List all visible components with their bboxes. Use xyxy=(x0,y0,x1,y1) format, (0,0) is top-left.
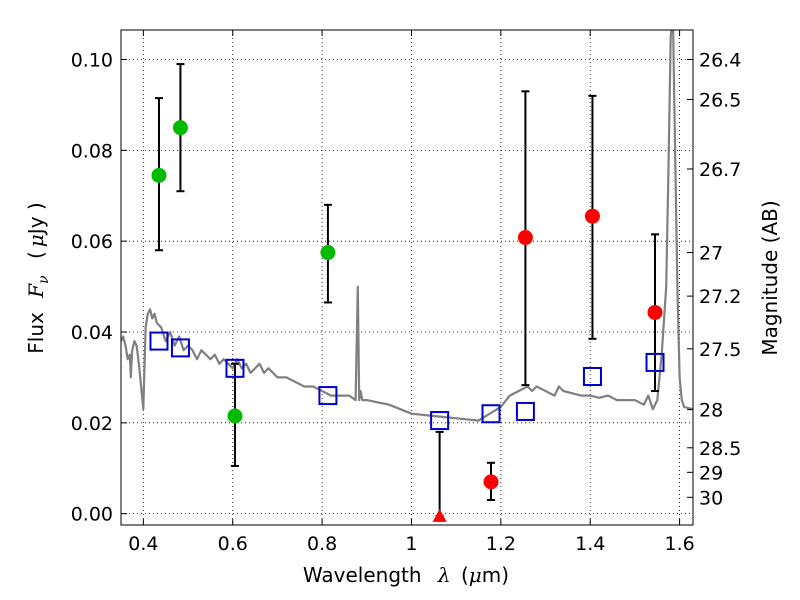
magnitude-tick-label: 30 xyxy=(699,487,723,509)
x-tick-label: 1.6 xyxy=(664,533,694,555)
x-axis-label-unit-mu: μ xyxy=(469,563,482,587)
y2-axis-label: Magnitude (AB) xyxy=(758,200,782,355)
data-point xyxy=(483,474,499,490)
y-tick-label: 0.06 xyxy=(71,231,113,253)
y-axis-label-symbol: F xyxy=(24,283,48,299)
axis-ticks: 0.4 0.6 0.8 1 1.2 1.4 1.6 0.00 0.02 0.04 0.06 0.08 0… xyxy=(71,30,741,555)
model-photometry-marker xyxy=(318,386,338,406)
y-axis-label-unit-rest: Jy ) xyxy=(24,202,48,236)
magnitude-tick-label: 28.5 xyxy=(699,438,741,460)
magnitude-tick-label: 27.5 xyxy=(699,339,741,361)
model-photometry-marker xyxy=(515,401,535,421)
y-tick-label: 0.00 xyxy=(71,504,113,526)
magnitude-tick-label: 29 xyxy=(699,462,723,484)
model-photometry-marker xyxy=(149,331,169,351)
y-tick-label: 0.10 xyxy=(71,50,113,72)
model-photometry-marker xyxy=(645,352,665,372)
y-axis-label-unit-mu: μ xyxy=(24,234,48,247)
data-point xyxy=(151,167,167,183)
model-photometry-marker xyxy=(481,404,501,424)
data-point xyxy=(227,408,243,424)
magnitude-tick-label: 27 xyxy=(699,243,723,265)
magnitude-tick-label: 26.7 xyxy=(699,159,741,181)
magnitude-tick-label: 28 xyxy=(699,400,723,422)
x-tick-label: 1 xyxy=(405,533,417,555)
markers-layer xyxy=(149,120,665,522)
x-tick-label: 1.4 xyxy=(575,533,605,555)
x-tick-label: 0.8 xyxy=(307,533,337,555)
grid xyxy=(121,30,693,525)
y-axis-label-unit-open: ( xyxy=(24,251,48,259)
model-photometry-marker xyxy=(582,367,602,386)
model-photometry-marker xyxy=(430,411,450,431)
y-axis-label-text: Flux xyxy=(24,312,48,354)
data-point xyxy=(320,245,336,261)
model-photometry-marker xyxy=(225,358,245,378)
model-spectrum-layer xyxy=(121,30,693,422)
data-point xyxy=(172,120,188,136)
magnitude-tick-label: 26.5 xyxy=(699,89,741,111)
model-photometry-marker xyxy=(170,338,190,358)
plot-frame xyxy=(120,29,694,526)
magnitude-tick-label: 27.2 xyxy=(699,286,741,308)
x-axis-label: Wavelength λ (μm) xyxy=(303,563,509,587)
x-axis-label-text: Wavelength xyxy=(303,563,422,587)
data-point xyxy=(647,304,663,320)
x-tick-label: 0.6 xyxy=(218,533,248,555)
data-point xyxy=(584,208,600,224)
y-tick-label: 0.08 xyxy=(71,140,113,162)
x-tick-label: 1.2 xyxy=(486,533,516,555)
error-bars-layer xyxy=(154,63,660,517)
x-axis-label-unit-rest: m) xyxy=(482,563,509,587)
model-spectrum-line xyxy=(121,30,693,422)
x-tick-label: 0.4 xyxy=(128,533,158,555)
y-axis-label-subscript: ν xyxy=(36,275,52,284)
y-tick-label: 0.04 xyxy=(71,322,113,344)
magnitude-tick-label: 26.4 xyxy=(699,50,741,72)
upper-limit-marker xyxy=(432,508,447,522)
x-axis-label-unit-open: ( xyxy=(461,563,469,587)
y-tick-label: 0.02 xyxy=(71,413,113,435)
y-axis-label: Flux Fν ( μJy ) xyxy=(24,202,53,353)
data-point xyxy=(517,230,533,246)
x-axis-label-symbol: λ xyxy=(437,563,451,587)
